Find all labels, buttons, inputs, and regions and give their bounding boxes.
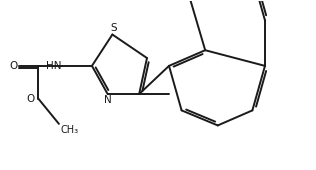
- Text: O: O: [9, 61, 17, 71]
- Text: CH₃: CH₃: [60, 125, 79, 135]
- Text: O: O: [27, 94, 35, 104]
- Text: HN: HN: [46, 61, 61, 71]
- Text: S: S: [111, 23, 117, 33]
- Text: N: N: [104, 95, 112, 105]
